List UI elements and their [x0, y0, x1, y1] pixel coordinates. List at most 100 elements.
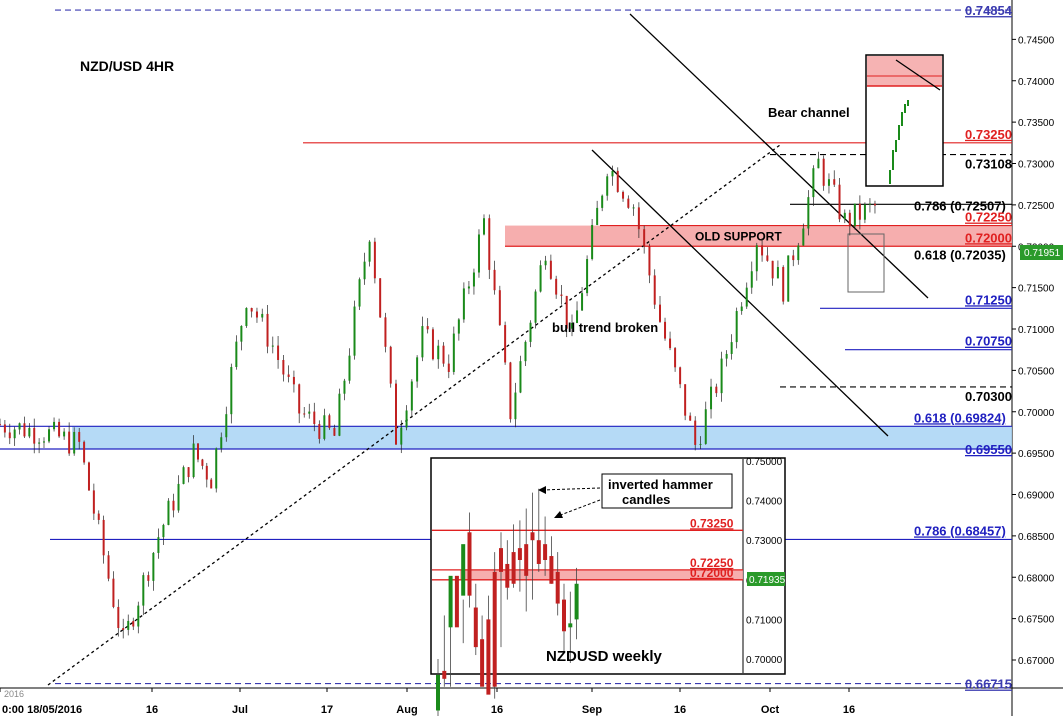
candle-body: [33, 427, 36, 444]
inset-weekly-y-tick: 0.75000: [746, 457, 783, 468]
level-label-5: 0.72000: [965, 230, 1012, 245]
candle-body: [488, 218, 491, 270]
candle-body: [23, 423, 26, 437]
level-label-0: 0.74854: [965, 3, 1013, 18]
inset-weekly-candle: [568, 623, 573, 628]
candle-body: [333, 427, 336, 436]
candle-body: [127, 620, 130, 630]
candle-body: [53, 421, 56, 430]
candle-body: [87, 462, 90, 491]
candle-body: [858, 203, 861, 220]
level-label-6: 0.618 (0.72035): [914, 247, 1006, 262]
candle-body: [210, 479, 213, 489]
candle-body: [197, 443, 199, 460]
candle-body: [122, 628, 125, 630]
candle-body: [230, 367, 233, 415]
candle-body: [812, 168, 815, 198]
y-tick-label: 0.73500: [1018, 118, 1055, 129]
candle-body: [177, 483, 180, 511]
candle-body: [689, 415, 692, 421]
inset-weekly-candle: [543, 544, 548, 560]
inset-zoom-candle: [907, 100, 909, 106]
candle-body: [483, 218, 485, 235]
candle-body: [313, 411, 316, 425]
candle-body: [343, 380, 346, 394]
candle-body: [18, 423, 21, 430]
y-tick-label: 0.72500: [1018, 201, 1055, 212]
candle-body: [581, 293, 584, 311]
candle-body: [43, 441, 45, 443]
candle-body: [596, 207, 599, 225]
candle-body: [8, 432, 11, 439]
candle-body: [400, 427, 403, 445]
candle-body: [328, 415, 331, 428]
inverted-hammer-label: inverted hammer candles: [608, 477, 716, 507]
candle-body: [201, 459, 204, 466]
level-label-2: 0.73108: [965, 157, 1012, 172]
candle-body: [704, 409, 707, 444]
y-tick-label: 0.69500: [1018, 449, 1055, 460]
candle-body: [235, 341, 238, 368]
candle-body: [220, 437, 223, 449]
candle-body: [694, 420, 697, 445]
candle-body: [755, 245, 758, 272]
candle-body: [735, 311, 738, 343]
inset-weekly-candle: [461, 544, 466, 596]
candle-body: [182, 467, 185, 484]
candle-body: [571, 322, 573, 329]
price-series: [0, 151, 876, 639]
x-tick-label: Jul: [232, 704, 248, 716]
candle-body: [255, 311, 258, 318]
candle-body: [410, 381, 413, 411]
candle-body: [715, 386, 718, 394]
candle-body: [776, 267, 779, 279]
candle-body: [373, 241, 376, 279]
candle-body: [442, 345, 445, 364]
candle-body: [426, 326, 429, 330]
candle-body: [843, 212, 846, 220]
candle-body: [524, 341, 527, 362]
candle-body: [504, 325, 507, 363]
candle-body: [817, 158, 820, 169]
candle-body: [117, 606, 120, 629]
candle-body: [761, 245, 764, 256]
candle-body: [261, 313, 264, 318]
candle-body: [616, 170, 619, 192]
candle-body: [462, 288, 465, 320]
zone-1: [72, 426, 1012, 449]
x-tick-label: 0:00 18/05/2016: [2, 704, 82, 716]
candle-body: [797, 245, 800, 261]
candle-body: [38, 442, 41, 444]
candle-body: [152, 552, 155, 581]
candle-body: [833, 179, 836, 185]
candle-body: [431, 329, 434, 360]
candle-body: [710, 386, 713, 410]
candle-body: [750, 271, 753, 288]
candle-body: [107, 555, 110, 579]
x-tick-label: 17: [321, 704, 333, 716]
x-tick-label: Sep: [582, 704, 602, 716]
zone-0: [505, 225, 1012, 247]
candle-body: [215, 448, 218, 489]
inset-weekly-candle: [505, 563, 510, 588]
chart-title: NZD/USD 4HR: [80, 58, 174, 74]
level-label-7: 0.71250: [965, 292, 1012, 307]
candle-body: [802, 228, 805, 246]
y-tick-label: 0.74500: [1018, 35, 1055, 46]
x-tick-label: 16: [674, 704, 686, 716]
candle-body: [720, 358, 723, 394]
candle-body: [591, 224, 594, 260]
candle-body: [132, 620, 135, 627]
inset-zoom-candle: [895, 140, 897, 152]
candle-body: [745, 287, 748, 307]
inset-weekly-title: NZDUSD weekly: [546, 648, 663, 665]
candle-body: [679, 367, 682, 385]
candle-body: [648, 246, 651, 276]
y-tick-label: 0.67500: [1018, 615, 1055, 626]
inset-zoom-candle: [898, 125, 900, 140]
candle-body: [282, 359, 285, 375]
candle-body: [853, 203, 856, 227]
price-box: [847, 233, 885, 293]
candle-body: [822, 158, 825, 186]
inset-weekly-zone: [460, 569, 743, 580]
